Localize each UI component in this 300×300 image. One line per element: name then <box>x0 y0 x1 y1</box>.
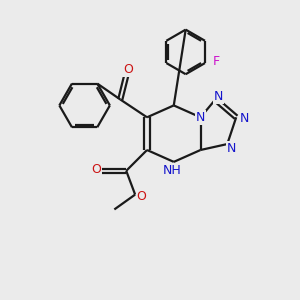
Text: N: N <box>240 112 249 125</box>
Text: N: N <box>214 90 223 103</box>
Text: N: N <box>196 111 205 124</box>
Text: F: F <box>213 55 220 68</box>
Text: O: O <box>91 163 101 176</box>
Text: O: O <box>137 190 147 202</box>
Text: N: N <box>227 142 236 155</box>
Text: O: O <box>123 63 133 76</box>
Text: NH: NH <box>163 164 182 177</box>
